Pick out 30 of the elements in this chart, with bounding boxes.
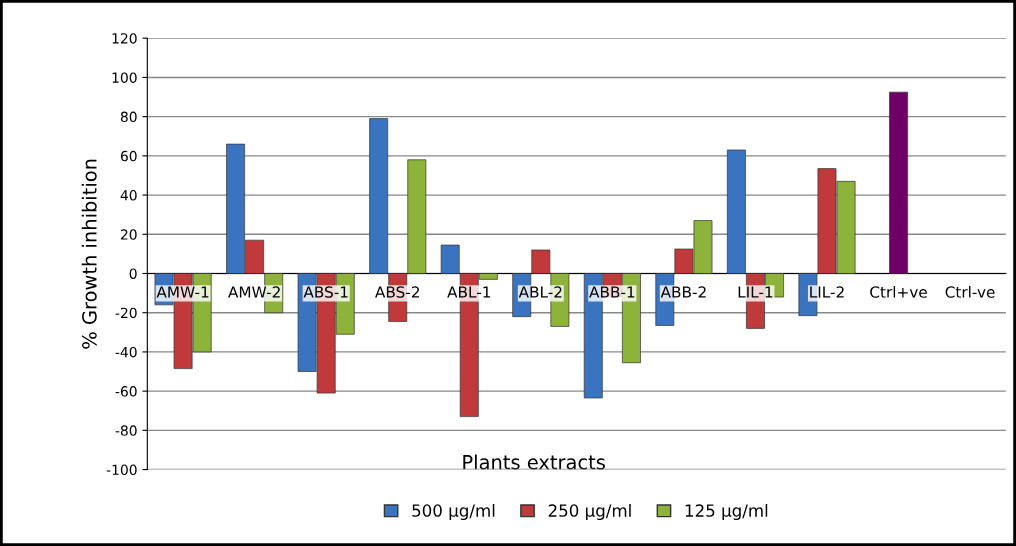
x-axis-title: Plants extracts [463,454,605,470]
x-tick-label: LIL-1 [738,286,773,298]
x-tick-label: Ctrl+ve [870,286,927,298]
x-tick-label: ABL-2 [518,286,562,298]
y-tick-label: 60 [120,150,137,162]
y-tick-label: -100 [106,464,137,476]
x-tick-label: ABB-1 [589,286,635,298]
legend-label: 500 µg/ml [412,503,495,521]
y-tick-label: -40 [115,346,137,358]
bar [889,91,908,274]
x-tick-label: ABS-2 [375,286,419,298]
legend-label: 125 µg/ml [685,503,768,521]
x-tick-label: ABL-1 [447,286,491,298]
y-tick-label: 120 [112,33,137,44]
y-tick-label: -80 [115,425,137,436]
y-tick-label: -60 [115,386,137,397]
x-tick-label: Ctrl-ve [945,286,995,298]
x-tick-label: ABS-1 [303,286,348,298]
y-tick-label: 40 [120,190,137,201]
y-tick-label: 20 [120,229,137,240]
x-tick-label: ABB-2 [660,286,706,298]
y-tick-label: -20 [115,307,137,319]
y-axis-title: % Growth inhibition [81,159,97,349]
y-tick-label: 100 [112,72,137,83]
legend-label: 250 µg/ml [548,503,631,521]
x-tick-label: AMW-1 [156,286,209,298]
x-tick-label: LIL-2 [810,286,844,298]
y-tick-label: 80 [120,111,137,123]
x-tick-label: AMW-2 [228,286,280,298]
y-tick-label: 0 [129,268,137,279]
